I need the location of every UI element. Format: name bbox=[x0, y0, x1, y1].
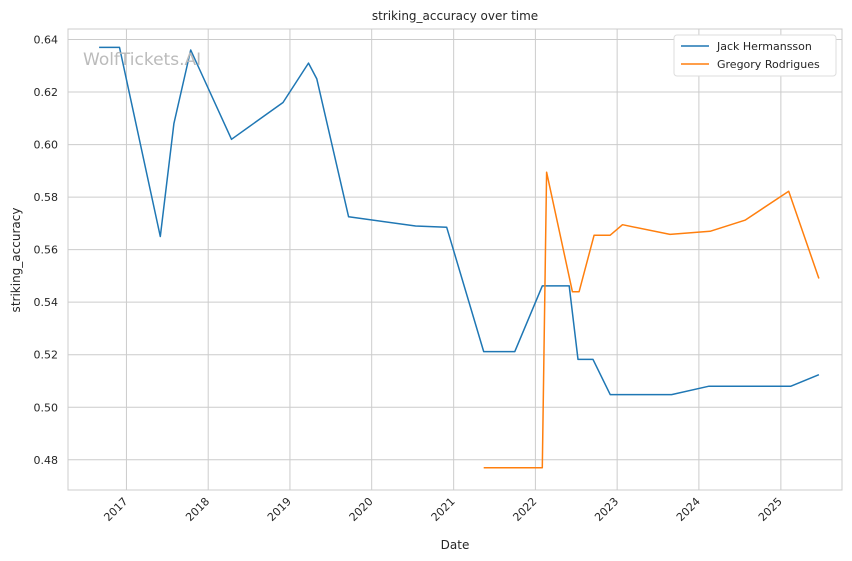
watermark: WolfTickets.AI bbox=[83, 50, 201, 70]
x-tick-label: 2017 bbox=[101, 495, 130, 524]
y-tick-label: 0.48 bbox=[34, 454, 59, 467]
x-tick-label: 2019 bbox=[265, 495, 294, 524]
y-tick-label: 0.50 bbox=[34, 401, 59, 414]
x-tick-label: 2022 bbox=[510, 495, 539, 524]
y-tick-label: 0.64 bbox=[34, 34, 59, 47]
x-tick-label: 2023 bbox=[592, 495, 621, 524]
plot-area bbox=[67, 28, 843, 491]
y-tick-label: 0.52 bbox=[34, 349, 59, 362]
legend-box bbox=[673, 34, 837, 77]
x-tick-label: 2021 bbox=[429, 495, 458, 524]
y-axis-label: striking_accuracy bbox=[9, 208, 23, 313]
series-line-jack-hermansson bbox=[99, 46, 820, 396]
x-tick-label: 2020 bbox=[347, 495, 376, 524]
legend: Jack Hermansson Gregory Rodrigues bbox=[673, 34, 837, 77]
series-lines bbox=[99, 46, 820, 469]
legend-label-gregory-rodrigues: Gregory Rodrigues bbox=[717, 58, 820, 71]
x-axis-label: Date bbox=[441, 538, 470, 552]
legend-label-jack-hermansson: Jack Hermansson bbox=[716, 40, 812, 53]
y-tick-label: 0.62 bbox=[34, 86, 59, 99]
series-line-gregory-rodrigues bbox=[483, 171, 820, 469]
x-tick-label: 2025 bbox=[756, 495, 785, 524]
y-tick-label: 0.58 bbox=[34, 191, 59, 204]
y-axis-ticks: 0.48 0.50 0.52 0.54 0.56 0.58 0.60 0.62 0.64 bbox=[34, 34, 59, 467]
y-tick-label: 0.60 bbox=[34, 139, 59, 152]
x-axis-ticks: 2017 2018 2019 2020 2021 2022 2023 2024 2025 bbox=[101, 495, 784, 524]
grid bbox=[68, 29, 842, 490]
x-tick-label: 2018 bbox=[183, 495, 212, 524]
y-tick-label: 0.54 bbox=[34, 296, 59, 309]
y-tick-label: 0.56 bbox=[34, 244, 59, 257]
chart-title: striking_accuracy over time bbox=[372, 9, 538, 23]
x-tick-label: 2024 bbox=[674, 495, 703, 524]
